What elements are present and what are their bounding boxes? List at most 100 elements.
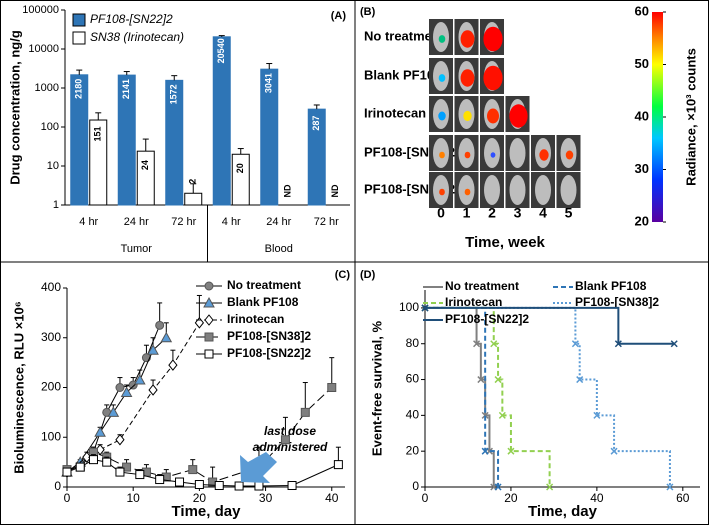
marker — [204, 314, 214, 326]
marker — [481, 411, 489, 419]
x-tick-label: 5 — [565, 205, 573, 221]
y-tick-label: 20 — [406, 443, 420, 457]
marker — [593, 411, 601, 419]
signal — [483, 26, 503, 52]
signal — [487, 108, 499, 124]
arrow — [240, 452, 277, 483]
marker — [333, 460, 343, 470]
row-label: Irinotecan — [364, 105, 426, 120]
y-tick-label: 0 — [54, 479, 61, 493]
legend-label: PF108-[SN22]2 — [90, 12, 173, 26]
marker — [203, 296, 215, 308]
legend-label: No treatment — [445, 279, 519, 293]
marker — [122, 462, 132, 472]
legend-label: No treatment — [227, 278, 301, 292]
x-tick-label: 4 hr — [222, 216, 241, 228]
marker — [204, 281, 214, 291]
value-label: 20540 — [216, 38, 226, 63]
y-tick-label: 0 — [412, 479, 419, 493]
y-axis-label: Drug concentration, ng/g — [7, 30, 22, 185]
marker — [115, 467, 125, 477]
x-tick-label: 20 — [193, 491, 207, 505]
y-tick-label: 100000 — [22, 4, 59, 16]
value-label: 3041 — [264, 73, 274, 93]
marker — [421, 304, 429, 312]
survival-step — [425, 306, 495, 487]
marker — [75, 462, 85, 472]
series-line — [66, 337, 167, 473]
marker — [327, 383, 337, 392]
marker — [148, 384, 158, 396]
marker — [115, 383, 125, 392]
marker — [214, 481, 224, 491]
x-tick-label: 24 hr — [124, 216, 149, 228]
marker — [135, 470, 145, 480]
mouse — [560, 175, 577, 205]
marker — [610, 447, 618, 455]
colorbar-label: Radiance, ×10³ counts — [683, 48, 698, 186]
bar — [231, 153, 250, 206]
y-tick-label: 400 — [41, 280, 61, 294]
y-tick-label: 100 — [399, 300, 419, 314]
x-tick-label: 0 — [437, 205, 445, 221]
y-tick-label: 60 — [406, 372, 420, 386]
marker — [571, 340, 579, 348]
panel-label: (A) — [331, 10, 347, 22]
x-tick-label: 4 hr — [79, 216, 98, 228]
y-tick-label: 100 — [41, 121, 59, 133]
marker — [204, 332, 214, 342]
marker — [576, 376, 584, 384]
survival-step — [425, 306, 671, 487]
x-tick-label: 1 — [463, 205, 471, 221]
group-label: Tumor — [121, 243, 153, 255]
value-label: 287 — [311, 116, 321, 131]
legend-label: Irinotecan — [227, 312, 284, 326]
legend-label: Irinotecan — [445, 295, 502, 309]
mouse — [535, 175, 551, 205]
marker — [88, 455, 98, 465]
series-line — [66, 325, 161, 473]
x-tick-label: 2 — [488, 205, 496, 221]
value-label: 1572 — [169, 84, 179, 104]
x-tick-label: 72 hr — [171, 216, 196, 228]
signal — [464, 151, 471, 159]
legend-swatch — [72, 31, 86, 45]
marker — [62, 467, 72, 477]
mouse — [509, 138, 526, 168]
marker — [194, 480, 204, 490]
marker — [280, 435, 290, 445]
value-label: ND — [283, 184, 293, 197]
bar — [136, 150, 155, 206]
marker — [300, 407, 310, 417]
signal — [509, 104, 528, 128]
y-tick-label: 1000 — [35, 82, 59, 94]
y-axis-label: Event-free survival, % — [369, 321, 384, 457]
legend-label: Blank PF108 — [575, 279, 647, 293]
colorbar-tick-label: 30 — [635, 161, 649, 176]
marker — [490, 340, 498, 348]
marker — [477, 376, 485, 384]
y-tick-label: 200 — [41, 380, 61, 394]
signal — [460, 69, 475, 87]
signal — [439, 188, 445, 196]
marker — [234, 481, 244, 491]
legend-label: PF108-[SN22]2 — [445, 312, 529, 326]
mouse — [484, 175, 500, 205]
signal — [460, 30, 475, 48]
value-label: 151 — [93, 127, 103, 142]
marker — [614, 340, 622, 348]
y-tick-label: 1 — [53, 199, 59, 211]
marker — [254, 481, 264, 491]
marker — [194, 317, 205, 329]
row-label: No treatment — [364, 28, 445, 43]
x-tick-label: 3 — [514, 205, 522, 221]
y-tick-label: 100 — [41, 429, 61, 443]
x-tick-label: 20 — [504, 491, 518, 505]
signal — [490, 152, 496, 158]
colorbar-tick-label: 40 — [635, 108, 649, 123]
signal — [539, 149, 549, 161]
x-axis-label: Time, week — [465, 234, 545, 251]
x-tick-label: 0 — [64, 491, 71, 505]
signal — [463, 110, 472, 122]
